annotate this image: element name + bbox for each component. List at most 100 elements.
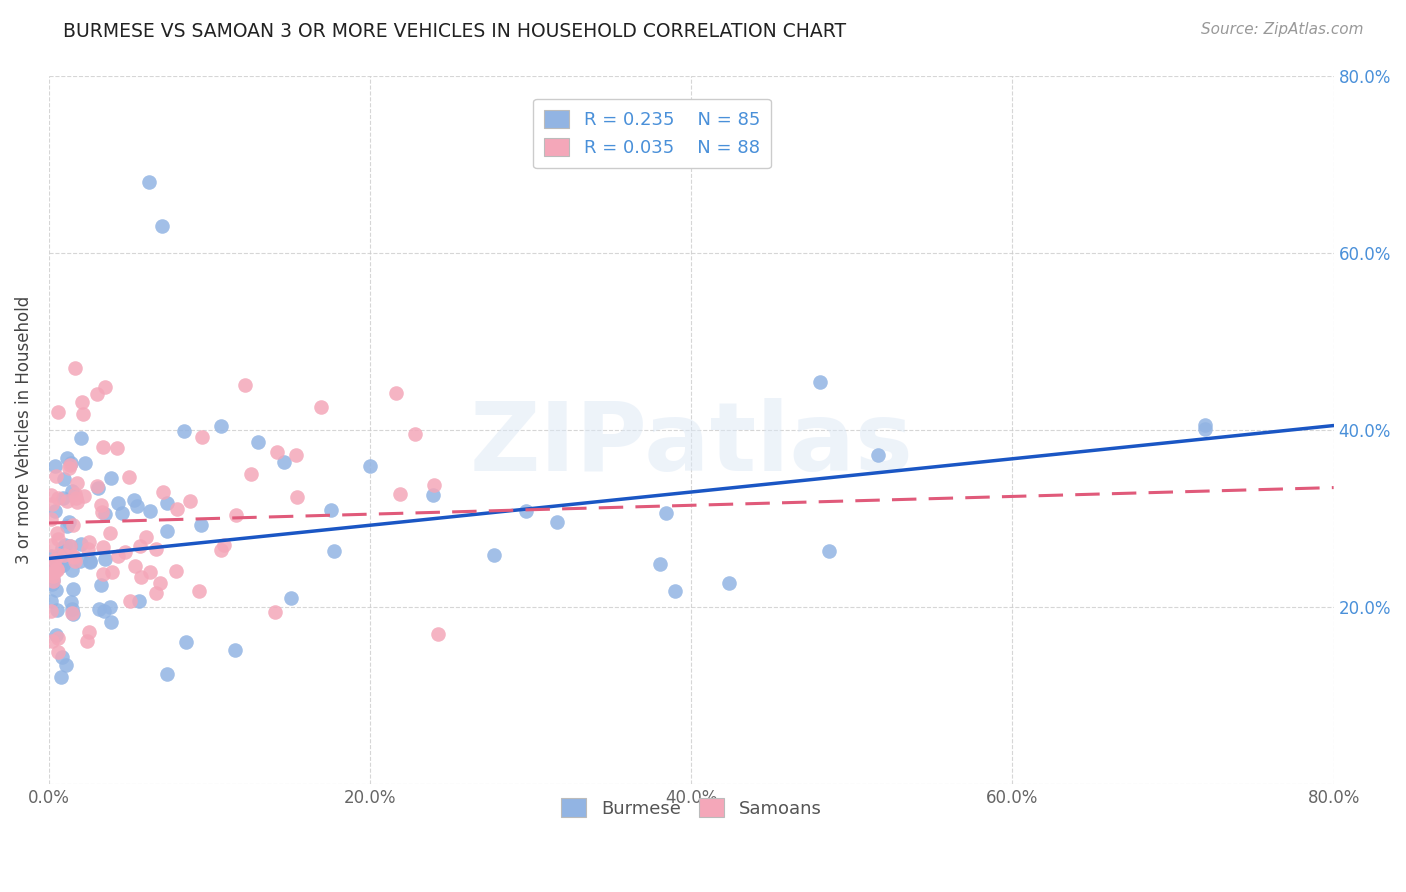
- Point: [73, 457, 96, 471]
- Point: [145, 541, 167, 556]
- Point: [285, 448, 308, 462]
- Point: [118, 593, 141, 607]
- Point: [41, 564, 63, 578]
- Point: [66, 476, 89, 491]
- Point: [150, 219, 173, 234]
- Point: [55, 658, 77, 673]
- Point: [86, 479, 108, 493]
- Point: [41, 498, 63, 512]
- Point: [41, 577, 63, 591]
- Point: [65, 491, 87, 505]
- Point: [138, 175, 160, 189]
- Point: [384, 385, 406, 400]
- Point: [273, 455, 295, 469]
- Point: [44, 458, 66, 473]
- Point: [58, 539, 80, 553]
- Point: [285, 491, 308, 505]
- Point: [648, 557, 671, 571]
- Point: [173, 425, 195, 439]
- Point: [39, 488, 62, 502]
- Point: [190, 430, 212, 444]
- Point: [39, 511, 62, 525]
- Point: [60, 601, 83, 615]
- Point: [128, 593, 150, 607]
- Point: [73, 490, 96, 504]
- Point: [70, 395, 93, 409]
- Point: [44, 503, 66, 517]
- Point: [52, 491, 75, 505]
- Point: [59, 456, 82, 470]
- Point: [58, 461, 80, 475]
- Point: [422, 478, 444, 492]
- Point: [426, 627, 449, 641]
- Point: [90, 498, 112, 512]
- Point: [422, 488, 444, 502]
- Point: [41, 633, 63, 648]
- Point: [62, 607, 84, 621]
- Point: [321, 503, 343, 517]
- Point: [165, 564, 187, 578]
- Point: [77, 625, 100, 640]
- Point: [63, 553, 86, 567]
- Point: [56, 494, 79, 508]
- Point: [389, 487, 412, 501]
- Point: [101, 565, 124, 579]
- Point: [91, 540, 114, 554]
- Point: [69, 554, 91, 568]
- Point: [60, 606, 83, 620]
- Point: [46, 491, 69, 505]
- Point: [51, 670, 73, 684]
- Point: [51, 650, 73, 665]
- Point: [139, 565, 162, 579]
- Point: [128, 539, 150, 553]
- Point: [46, 405, 69, 419]
- Point: [93, 604, 115, 618]
- Point: [52, 550, 75, 565]
- Point: [145, 585, 167, 599]
- Point: [53, 472, 76, 486]
- Point: [42, 553, 65, 567]
- Point: [818, 544, 841, 558]
- Point: [111, 507, 134, 521]
- Point: [233, 378, 256, 392]
- Point: [224, 643, 246, 657]
- Point: [46, 631, 69, 645]
- Point: [44, 566, 66, 580]
- Point: [60, 483, 83, 498]
- Point: [45, 627, 67, 641]
- Point: [1194, 422, 1216, 436]
- Point: [239, 467, 262, 481]
- Point: [45, 469, 67, 483]
- Point: [46, 645, 69, 659]
- Point: [42, 556, 65, 570]
- Point: [39, 565, 62, 579]
- Point: [46, 563, 69, 577]
- Point: [41, 573, 63, 587]
- Point: [125, 499, 148, 513]
- Point: [44, 553, 66, 567]
- Point: [179, 494, 201, 508]
- Point: [156, 666, 179, 681]
- Point: [122, 493, 145, 508]
- Point: [41, 594, 63, 608]
- Point: [39, 549, 62, 564]
- Point: [53, 538, 76, 552]
- Point: [100, 471, 122, 485]
- Point: [46, 548, 69, 562]
- Point: [868, 448, 890, 462]
- Point: [100, 615, 122, 630]
- Point: [91, 440, 114, 454]
- Point: [72, 407, 94, 421]
- Point: [52, 558, 75, 573]
- Point: [94, 507, 117, 521]
- Point: [105, 441, 128, 455]
- Point: [515, 504, 537, 518]
- Point: [53, 548, 76, 562]
- Point: [118, 470, 141, 484]
- Point: [94, 380, 117, 394]
- Point: [107, 496, 129, 510]
- Point: [46, 532, 69, 546]
- Point: [124, 558, 146, 573]
- Point: [65, 360, 87, 375]
- Point: [129, 570, 152, 584]
